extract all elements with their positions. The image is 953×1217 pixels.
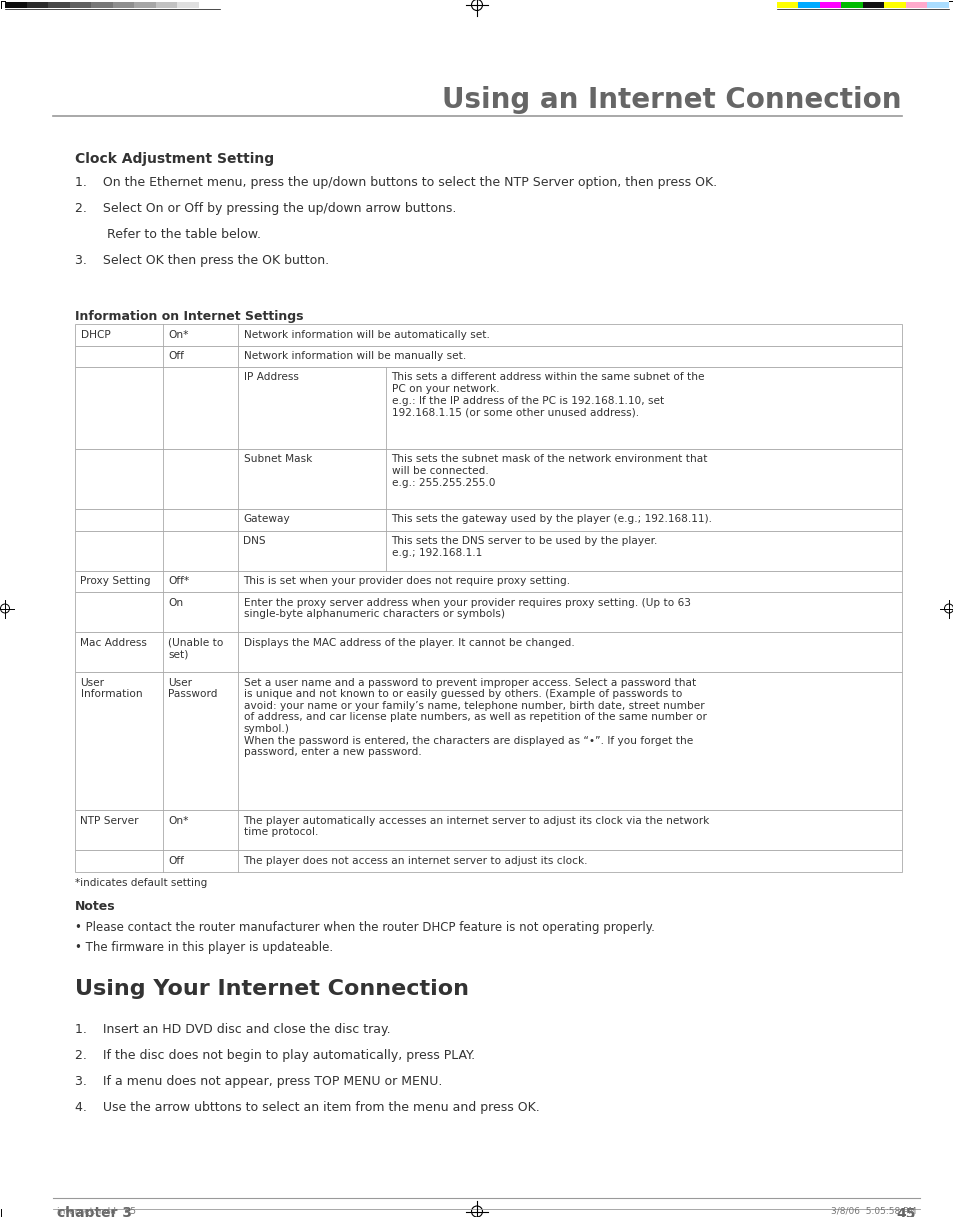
Text: Refer to the table below.: Refer to the table below. — [75, 228, 261, 241]
Text: 3/8/06  5:05:58 PM: 3/8/06 5:05:58 PM — [830, 1207, 915, 1216]
Text: Clock Adjustment Setting: Clock Adjustment Setting — [75, 152, 274, 166]
Text: Network information will be manually set.: Network information will be manually set… — [243, 350, 465, 361]
Bar — [75, 368, 901, 449]
Text: (Unable to
set): (Unable to set) — [169, 638, 224, 660]
Text: Off*: Off* — [169, 576, 190, 587]
Bar — [48, 2, 70, 9]
Bar — [75, 811, 901, 849]
Bar — [198, 2, 220, 9]
Text: 2.    If the disc does not begin to play automatically, press PLAY.: 2. If the disc does not begin to play au… — [75, 1049, 475, 1061]
Bar — [75, 571, 901, 591]
Text: This sets the gateway used by the player (e.g.; 192.168.11).: This sets the gateway used by the player… — [391, 515, 712, 525]
Text: internet.indd   45: internet.indd 45 — [57, 1207, 136, 1216]
Bar — [75, 509, 901, 531]
Text: 3.    If a menu does not appear, press TOP MENU or MENU.: 3. If a menu does not appear, press TOP … — [75, 1075, 442, 1088]
Text: This sets the DNS server to be used by the player.
e.g.; 192.168.1.1: This sets the DNS server to be used by t… — [391, 535, 658, 557]
Bar — [776, 2, 798, 9]
Text: Set a user name and a password to prevent improper access. Select a password tha: Set a user name and a password to preven… — [243, 678, 705, 757]
Text: The player automatically accesses an internet server to adjust its clock via the: The player automatically accesses an int… — [243, 815, 709, 837]
Bar — [155, 2, 177, 9]
Text: Notes: Notes — [75, 901, 115, 914]
Bar — [862, 2, 883, 9]
Text: DHCP: DHCP — [80, 330, 111, 340]
Bar — [883, 2, 905, 9]
Bar — [75, 632, 901, 672]
Text: • The firmware in this player is updateable.: • The firmware in this player is updatea… — [75, 941, 333, 953]
Text: 45: 45 — [896, 1206, 915, 1217]
Text: Using Your Internet Connection: Using Your Internet Connection — [75, 978, 469, 998]
Text: Displays the MAC address of the player. It cannot be changed.: Displays the MAC address of the player. … — [243, 638, 574, 647]
Text: Enter the proxy server address when your provider requires proxy setting. (Up to: Enter the proxy server address when your… — [243, 598, 690, 619]
Bar — [75, 531, 901, 571]
Bar — [75, 449, 901, 509]
Text: DNS: DNS — [243, 535, 266, 546]
Text: 2.    Select On or Off by pressing the up/down arrow buttons.: 2. Select On or Off by pressing the up/d… — [75, 202, 456, 215]
Bar — [70, 2, 91, 9]
Bar — [905, 2, 926, 9]
Bar — [91, 2, 112, 9]
Text: On: On — [169, 598, 183, 607]
Text: Subnet Mask: Subnet Mask — [243, 454, 312, 465]
Bar — [177, 2, 198, 9]
Bar — [75, 591, 901, 632]
Bar — [75, 672, 901, 811]
Text: The player does not access an internet server to adjust its clock.: The player does not access an internet s… — [243, 856, 587, 865]
Text: 1.    Insert an HD DVD disc and close the disc tray.: 1. Insert an HD DVD disc and close the d… — [75, 1022, 390, 1036]
Text: This is set when your provider does not require proxy setting.: This is set when your provider does not … — [243, 576, 570, 587]
Text: Off: Off — [169, 350, 184, 361]
Text: IP Address: IP Address — [243, 372, 298, 382]
Text: *indicates default setting: *indicates default setting — [75, 879, 207, 888]
Bar — [841, 2, 862, 9]
Bar — [926, 2, 948, 9]
Text: NTP Server: NTP Server — [80, 815, 139, 825]
Text: This sets the subnet mask of the network environment that
will be connected.
e.g: This sets the subnet mask of the network… — [391, 454, 707, 488]
Text: User
Password: User Password — [169, 678, 218, 699]
Text: Mac Address: Mac Address — [80, 638, 147, 647]
Bar — [75, 324, 901, 346]
Text: Off: Off — [169, 856, 184, 865]
Bar — [75, 346, 901, 368]
Text: On*: On* — [169, 330, 189, 340]
Text: Proxy Setting: Proxy Setting — [80, 576, 151, 587]
Text: • Please contact the router manufacturer when the router DHCP feature is not ope: • Please contact the router manufacturer… — [75, 920, 654, 933]
Bar — [5, 2, 27, 9]
Bar — [798, 2, 820, 9]
Text: On*: On* — [169, 815, 189, 825]
Text: User
Information: User Information — [80, 678, 142, 699]
Bar — [112, 2, 133, 9]
Text: 3.    Select OK then press the OK button.: 3. Select OK then press the OK button. — [75, 254, 329, 267]
Bar — [75, 849, 901, 871]
Bar — [133, 2, 155, 9]
Text: 4.    Use the arrow ubttons to select an item from the menu and press OK.: 4. Use the arrow ubttons to select an it… — [75, 1100, 539, 1114]
Text: Information on Internet Settings: Information on Internet Settings — [75, 310, 303, 323]
Bar — [820, 2, 841, 9]
Bar — [27, 2, 48, 9]
Text: Gateway: Gateway — [243, 515, 290, 525]
Text: 1.    On the Ethernet menu, press the up/down buttons to select the NTP Server o: 1. On the Ethernet menu, press the up/do… — [75, 176, 717, 189]
Text: Using an Internet Connection: Using an Internet Connection — [442, 86, 901, 114]
Text: This sets a different address within the same subnet of the
PC on your network.
: This sets a different address within the… — [391, 372, 704, 417]
Text: Network information will be automatically set.: Network information will be automaticall… — [243, 330, 489, 340]
Text: chapter 3: chapter 3 — [57, 1206, 132, 1217]
